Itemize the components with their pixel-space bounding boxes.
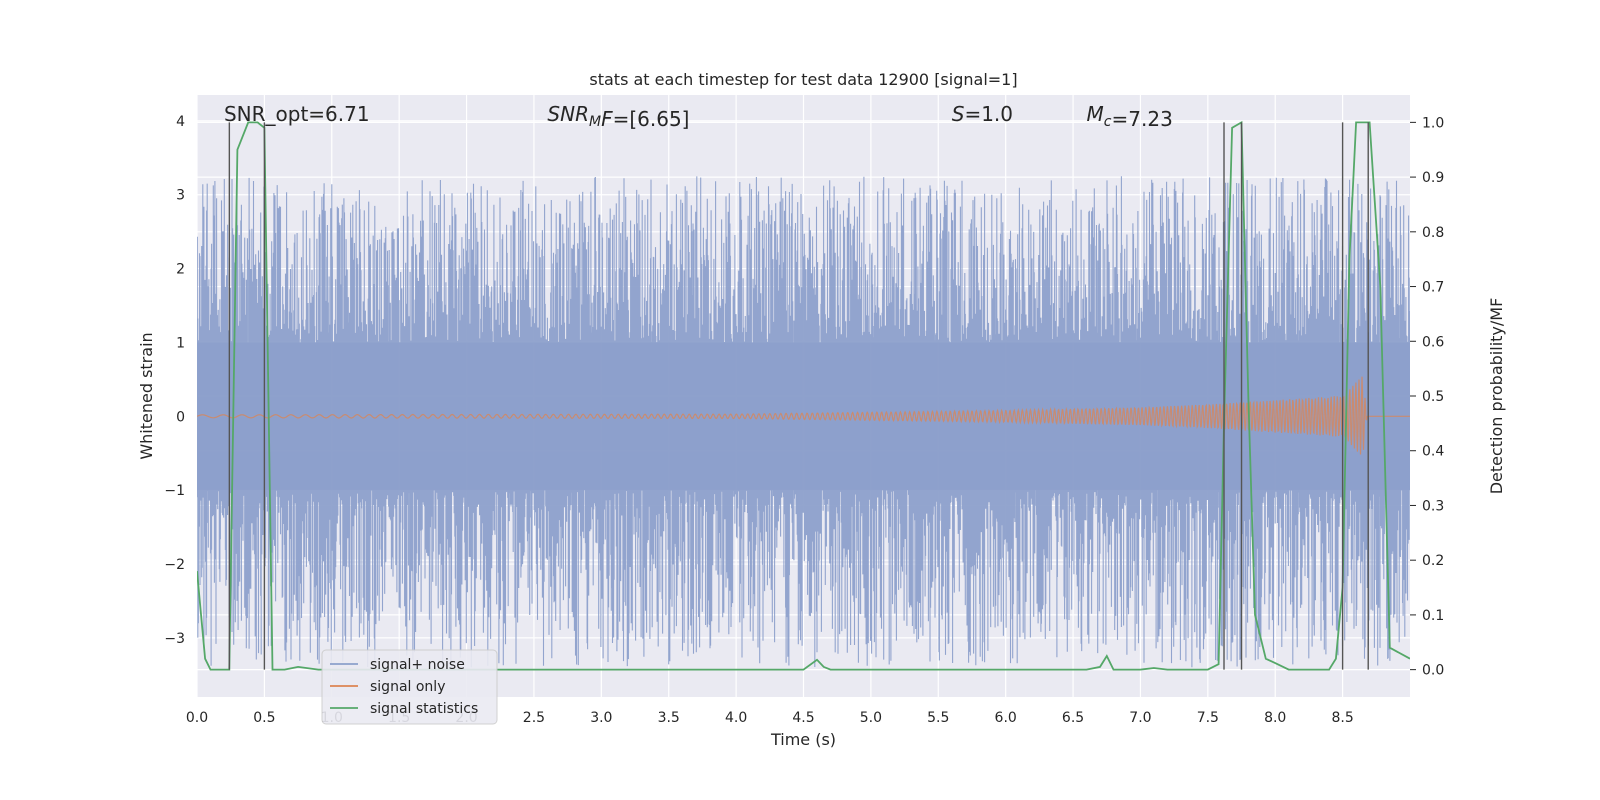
x-tick-label: 3.5 bbox=[658, 710, 680, 726]
y-right-tick-label: 0.6 bbox=[1422, 334, 1444, 350]
y-tick-label: −3 bbox=[164, 631, 185, 647]
y-tick-label: 4 bbox=[176, 114, 185, 130]
y-right-tick-label: 0.4 bbox=[1422, 444, 1444, 460]
y-right-tick-label: 0.5 bbox=[1422, 389, 1444, 405]
series-signal-only bbox=[197, 376, 1410, 455]
y-tick-label: 3 bbox=[176, 188, 185, 204]
y-right-tick-label: 0.0 bbox=[1422, 663, 1444, 679]
y-right-tick-label: 0.1 bbox=[1422, 608, 1444, 624]
x-tick-label: 4.0 bbox=[725, 710, 747, 726]
y-tick-label: 2 bbox=[176, 262, 185, 278]
annotation-text: S=1.0 bbox=[952, 102, 1013, 126]
x-tick-label: 7.0 bbox=[1129, 710, 1151, 726]
x-tick-label: 0.5 bbox=[253, 710, 275, 726]
y-axis-label: Whitened strain bbox=[137, 332, 156, 459]
y-right-tick-label: 0.7 bbox=[1422, 280, 1444, 296]
y-right-tick-label: 0.3 bbox=[1422, 498, 1444, 514]
chart-title: stats at each timestep for test data 129… bbox=[589, 70, 1017, 89]
y-tick-label: −2 bbox=[164, 557, 185, 573]
x-tick-label: 6.5 bbox=[1062, 710, 1084, 726]
x-axis-label: Time (s) bbox=[770, 730, 836, 749]
x-tick-label: 5.5 bbox=[927, 710, 949, 726]
x-tick-label: 8.0 bbox=[1264, 710, 1286, 726]
y-tick-label: 1 bbox=[176, 335, 185, 351]
y-right-tick-label: 0.2 bbox=[1422, 553, 1444, 569]
x-tick-label: 2.5 bbox=[523, 710, 545, 726]
annotation-text: SNRMF=[6.65] bbox=[547, 102, 689, 131]
data-layer bbox=[197, 120, 1410, 671]
legend-label: signal statistics bbox=[370, 701, 478, 717]
x-tick-label: 0.0 bbox=[186, 710, 208, 726]
x-tick-label: 4.5 bbox=[792, 710, 814, 726]
legend: signal+ noise signal only signal statistic… bbox=[321, 649, 498, 725]
x-tick-label: 8.5 bbox=[1331, 710, 1353, 726]
ticks: 0.00.51.01.52.02.53.03.54.04.55.05.56.06… bbox=[164, 114, 1444, 726]
legend-label: signal only bbox=[370, 679, 445, 695]
y-tick-label: −1 bbox=[164, 483, 185, 499]
legend-label: signal+ noise bbox=[370, 657, 465, 673]
y-right-tick-label: 0.8 bbox=[1422, 225, 1444, 241]
legend-box bbox=[321, 649, 498, 725]
y-axis-label-right: Detection probability/MF bbox=[1487, 298, 1506, 495]
x-tick-label: 7.5 bbox=[1197, 710, 1219, 726]
y-right-tick-label: 0.9 bbox=[1422, 170, 1444, 186]
y-right-tick-label: 1.0 bbox=[1422, 115, 1444, 131]
x-tick-label: 5.0 bbox=[860, 710, 882, 726]
x-tick-label: 6.0 bbox=[995, 710, 1017, 726]
annotations: SNR_opt=6.71 SNRMF=[6.65] S=1.0 Mc=7.23 bbox=[224, 102, 1173, 131]
x-tick-label: 3.0 bbox=[590, 710, 612, 726]
y-tick-label: 0 bbox=[176, 409, 185, 425]
annotation-text: Mc=7.23 bbox=[1087, 102, 1173, 131]
annotation-text: SNR_opt=6.71 bbox=[224, 102, 370, 126]
